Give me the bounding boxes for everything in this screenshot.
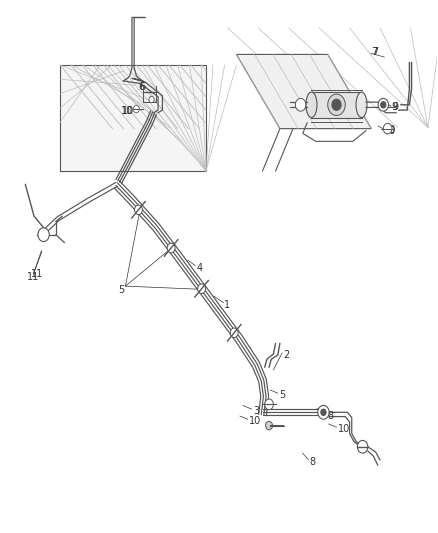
Text: 5: 5 bbox=[118, 285, 124, 295]
Circle shape bbox=[230, 328, 238, 337]
Polygon shape bbox=[237, 54, 371, 128]
Circle shape bbox=[198, 284, 205, 294]
Text: 5: 5 bbox=[279, 390, 285, 400]
Circle shape bbox=[295, 99, 306, 111]
Text: 9: 9 bbox=[391, 102, 397, 112]
Text: 7: 7 bbox=[372, 47, 378, 56]
Text: 1: 1 bbox=[224, 300, 230, 310]
Text: 7: 7 bbox=[371, 47, 378, 56]
Circle shape bbox=[378, 99, 389, 111]
Circle shape bbox=[332, 99, 341, 110]
Text: 11: 11 bbox=[31, 270, 43, 279]
Text: 2: 2 bbox=[283, 350, 290, 360]
Circle shape bbox=[38, 228, 49, 241]
Circle shape bbox=[265, 421, 272, 430]
Text: 6: 6 bbox=[138, 82, 145, 92]
Text: 10: 10 bbox=[338, 424, 350, 434]
Circle shape bbox=[381, 102, 386, 108]
Circle shape bbox=[133, 106, 139, 113]
Text: 8: 8 bbox=[327, 411, 333, 421]
Circle shape bbox=[321, 409, 326, 416]
Circle shape bbox=[318, 406, 329, 419]
Polygon shape bbox=[60, 65, 206, 171]
Ellipse shape bbox=[356, 92, 367, 117]
Circle shape bbox=[167, 243, 175, 253]
Text: 4: 4 bbox=[196, 263, 202, 272]
Text: 10: 10 bbox=[385, 125, 397, 135]
Text: 6: 6 bbox=[140, 82, 146, 92]
Circle shape bbox=[328, 94, 345, 116]
Circle shape bbox=[149, 96, 154, 103]
Circle shape bbox=[134, 205, 142, 215]
Text: 11: 11 bbox=[27, 272, 39, 282]
Circle shape bbox=[265, 399, 273, 410]
Text: 9: 9 bbox=[392, 102, 398, 112]
Ellipse shape bbox=[306, 92, 317, 117]
Text: 8: 8 bbox=[310, 457, 316, 466]
Text: 10: 10 bbox=[122, 106, 134, 116]
Text: 10: 10 bbox=[384, 126, 396, 136]
Text: 10: 10 bbox=[249, 416, 261, 426]
Circle shape bbox=[357, 440, 368, 453]
FancyBboxPatch shape bbox=[311, 92, 361, 117]
Text: 10: 10 bbox=[121, 106, 133, 116]
Circle shape bbox=[383, 123, 392, 134]
Text: 3: 3 bbox=[253, 406, 259, 416]
